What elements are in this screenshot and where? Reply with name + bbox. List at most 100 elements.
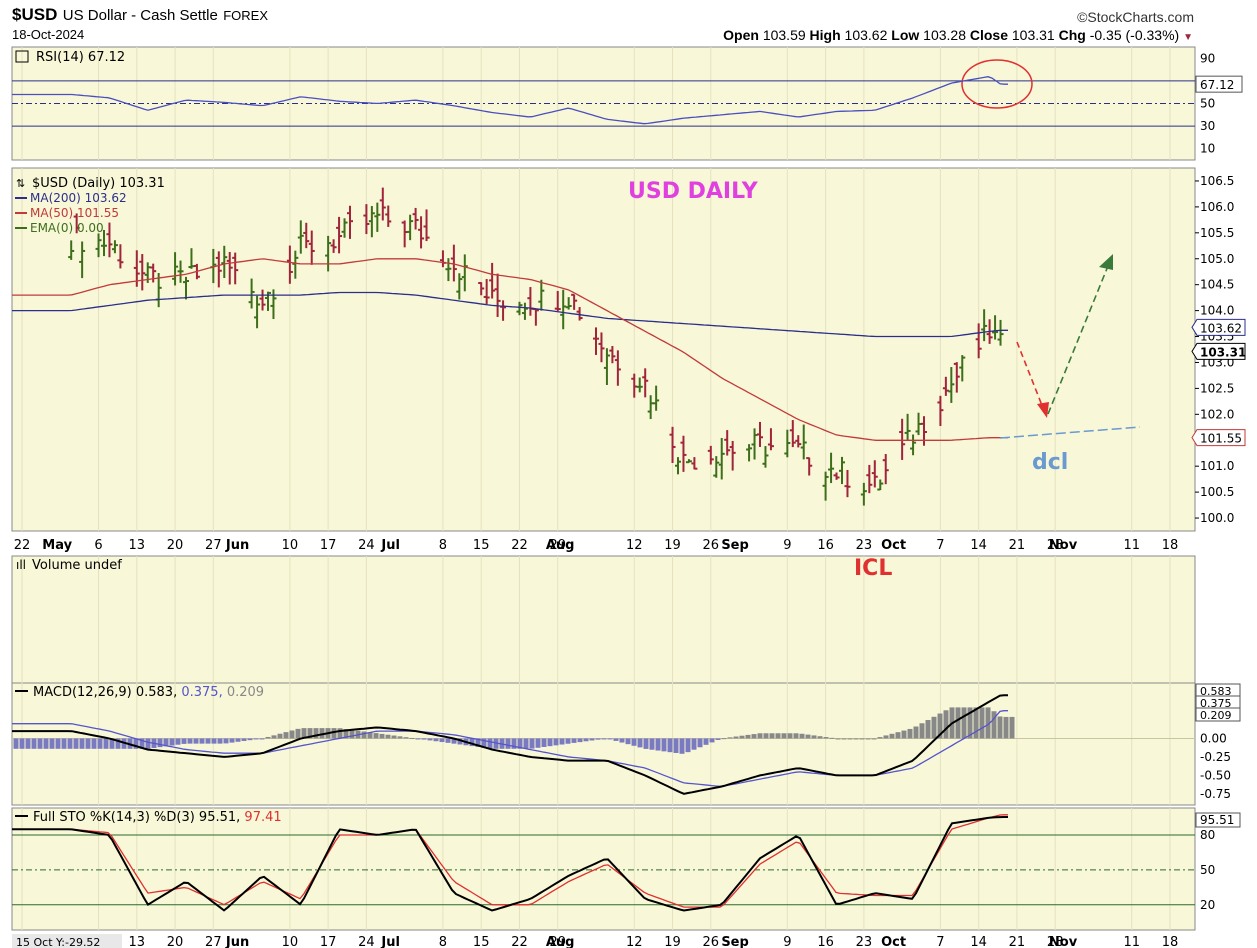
price-bar — [336, 216, 343, 254]
price-legend-1: MA(200) 103.62 — [30, 191, 127, 205]
macd-histogram-bar — [787, 733, 793, 739]
macd-histogram-bar — [313, 728, 319, 739]
price-bar — [981, 309, 988, 342]
price-bar — [68, 240, 75, 260]
macd-histogram-bar — [967, 707, 973, 739]
sto-tick-0: 80 — [1200, 828, 1215, 842]
macd-histogram-bar — [505, 738, 511, 749]
price-bar — [565, 297, 572, 310]
price-bar — [450, 244, 457, 282]
price-bar — [254, 295, 261, 329]
date-tick-1: May — [42, 538, 72, 553]
macd-histogram-bar — [895, 732, 901, 739]
price-bar — [500, 300, 507, 321]
macd-histogram-bar — [889, 733, 895, 739]
date-tick-15: Aug — [546, 538, 575, 553]
price-bar — [183, 276, 189, 300]
annotation-green-arrow — [1047, 265, 1109, 415]
date-tick-bottom-13: 22 — [511, 935, 528, 948]
date-tick-bottom-25: 14 — [970, 935, 987, 948]
date-tick-17: 19 — [664, 538, 681, 553]
macd-histogram-bar — [397, 736, 403, 739]
macd-histogram-bar — [343, 729, 349, 739]
date-tick-13: 22 — [511, 538, 528, 553]
macd-histogram-bar — [541, 738, 547, 747]
price-bar — [412, 207, 419, 230]
macd-histogram-bar — [133, 738, 139, 749]
macd-histogram-bar — [379, 733, 385, 739]
macd-histogram-bar — [373, 733, 379, 739]
price-bar — [997, 319, 1004, 346]
rsi-legend: RSI(14) 67.12 — [36, 50, 125, 65]
macd-histogram-bar — [529, 738, 535, 749]
macd-histogram-bar — [97, 738, 103, 749]
macd-histogram-bar — [901, 730, 907, 739]
macd-histogram-bar — [433, 738, 439, 742]
date-tick-26: 21 — [1009, 538, 1026, 553]
ohlc-label-open: Open — [723, 27, 763, 43]
macd-histogram-bar — [157, 738, 163, 748]
date-tick-bottom-12: 15 — [473, 935, 490, 948]
macd-histogram-bar — [409, 737, 415, 739]
price-bar — [800, 424, 807, 460]
macd-histogram-bar — [631, 738, 637, 746]
macd-histogram-bar — [673, 738, 679, 753]
macd-histogram-bar — [139, 738, 145, 749]
macd-histogram-bar — [811, 735, 817, 739]
date-tick-bottom-4: 20 — [167, 935, 184, 948]
date-tick-bottom-24: 7 — [936, 935, 944, 948]
volume-legend: Volume undef — [32, 558, 122, 573]
rsi-legend-swatch — [15, 50, 29, 63]
macd-histogram-bar — [289, 730, 295, 739]
price-bar — [937, 395, 944, 427]
price-bar — [609, 346, 616, 364]
sto-tag-box — [1195, 812, 1241, 828]
macd-legend: MACD(12,26,9) 0.583, 0.375, 0.209 — [33, 685, 264, 700]
macd-histogram-bar — [691, 738, 697, 750]
macd-histogram-bar — [295, 728, 301, 739]
rsi-tag: 67.12 — [1200, 78, 1234, 92]
price-bar — [259, 289, 266, 311]
price-bar — [713, 456, 720, 478]
macd-histogram-bar — [571, 738, 577, 743]
price-bar — [789, 420, 796, 448]
price-bar — [724, 430, 731, 456]
macd-histogram-bar — [109, 738, 115, 749]
macd-histogram-bar — [997, 716, 1003, 739]
annotation-red-arrow — [1016, 341, 1046, 414]
price-bar — [598, 332, 605, 363]
macd-histogram-bar — [985, 707, 991, 739]
annotation-green-arrowhead — [1099, 254, 1113, 270]
macd-histogram-bar — [703, 738, 709, 745]
macd-histogram-bar — [25, 738, 31, 749]
price-bar — [297, 220, 304, 254]
macd-histogram-bar — [931, 716, 937, 739]
price-bar — [407, 214, 414, 241]
macd-histogram-bar — [835, 738, 841, 740]
price-bar — [478, 282, 485, 296]
macd-histogram-bar — [907, 728, 913, 739]
macd-histogram-bar — [637, 738, 643, 748]
macd-histogram-bar — [427, 738, 433, 741]
date-tick-27: 28 — [1047, 538, 1064, 553]
price-bar — [806, 457, 813, 476]
price-tag-2: 101.55 — [1200, 432, 1242, 446]
price-bar — [286, 245, 293, 284]
date-tick-21: 16 — [817, 538, 834, 553]
macd-histogram-bar — [487, 738, 493, 749]
rsi-tick-0: 90 — [1200, 51, 1215, 65]
macd-histogram-bar — [685, 738, 691, 753]
date-tick-18: 26 — [703, 538, 720, 553]
date-tick-bottom-27: 28 — [1047, 935, 1064, 948]
price-bar — [248, 278, 255, 309]
annotation-dcl: dcl — [1032, 450, 1068, 475]
macd-histogram-bar — [937, 713, 943, 739]
ohlc-value-chg: -0.35 (-0.33%) — [1089, 27, 1184, 43]
macd-histogram-bar — [247, 738, 253, 741]
rsi-tag-box — [1195, 75, 1243, 93]
macd-histogram-bar — [385, 734, 391, 739]
macd-histogram-bar — [577, 738, 583, 743]
macd-histogram-bar — [415, 738, 421, 740]
macd-histogram-bar — [679, 738, 685, 754]
macd-histogram-bar — [661, 738, 667, 752]
